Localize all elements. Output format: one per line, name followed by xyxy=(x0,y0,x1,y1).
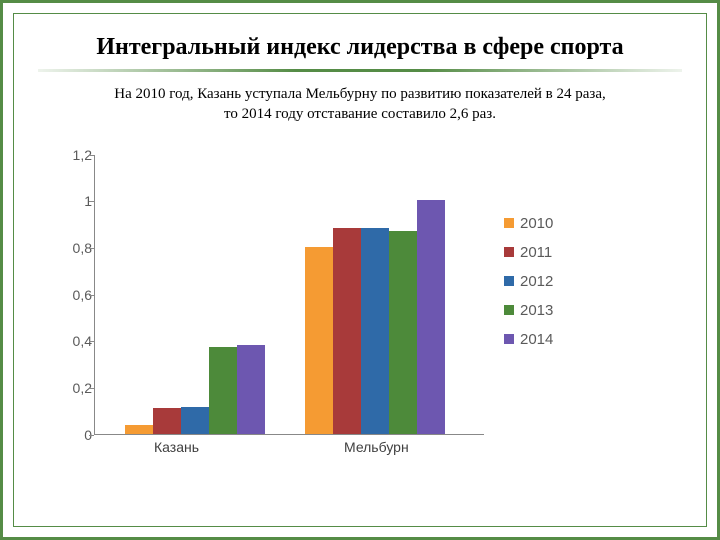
y-tick-label: 1,2 xyxy=(54,147,92,163)
y-tick-mark xyxy=(89,388,94,389)
bar xyxy=(333,228,361,433)
chart-legend: 2010 2011 2012 2013 2014 xyxy=(504,215,553,348)
bar xyxy=(125,425,153,433)
slide-title: Интегральный индекс лидерства в сфере сп… xyxy=(34,34,686,61)
legend-swatch xyxy=(504,276,514,286)
legend-label: 2013 xyxy=(520,302,553,319)
legend-label: 2011 xyxy=(520,244,552,261)
legend-label: 2010 xyxy=(520,215,553,232)
bar xyxy=(305,247,333,434)
chart-plot xyxy=(94,155,484,435)
legend-item: 2011 xyxy=(504,244,553,261)
bar xyxy=(389,231,417,434)
legend-label: 2014 xyxy=(520,331,553,348)
subtitle-line-1: На 2010 год, Казань уступала Мельбурну п… xyxy=(114,86,605,102)
y-tick-mark xyxy=(89,201,94,202)
y-tick-label: 0 xyxy=(54,427,92,443)
x-axis-label: Казань xyxy=(154,439,199,455)
subtitle-line-2: то 2014 году отставание составило 2,6 ра… xyxy=(224,106,496,122)
legend-swatch xyxy=(504,305,514,315)
y-tick-label: 0,4 xyxy=(54,333,92,349)
bar-group xyxy=(305,200,445,433)
legend-swatch xyxy=(504,218,514,228)
y-tick-mark xyxy=(89,155,94,156)
y-tick-label: 1 xyxy=(54,193,92,209)
bar xyxy=(209,347,237,433)
x-axis-label: Мельбурн xyxy=(344,439,409,455)
chart-container: 0 0,2 0,4 0,6 0,8 1 1,2 Казань Мельбурн 2010 2011… xyxy=(34,145,686,475)
y-tick-mark xyxy=(89,435,94,436)
bar xyxy=(153,408,181,434)
legend-item: 2013 xyxy=(504,302,553,319)
y-tick-label: 0,8 xyxy=(54,240,92,256)
legend-item: 2014 xyxy=(504,331,553,348)
inner-frame: Интегральный индекс лидерства в сфере сп… xyxy=(13,13,707,527)
legend-swatch xyxy=(504,247,514,257)
legend-swatch xyxy=(504,334,514,344)
y-tick-mark xyxy=(89,341,94,342)
bar xyxy=(361,228,389,433)
bar xyxy=(417,200,445,433)
slide-subtitle: На 2010 год, Казань уступала Мельбурну п… xyxy=(34,84,686,125)
legend-item: 2010 xyxy=(504,215,553,232)
y-tick-label: 0,2 xyxy=(54,380,92,396)
bar xyxy=(181,407,209,434)
y-tick-mark xyxy=(89,295,94,296)
legend-item: 2012 xyxy=(504,273,553,290)
bar-group xyxy=(125,345,265,434)
bar xyxy=(237,345,265,434)
slide-frame: Интегральный индекс лидерства в сфере сп… xyxy=(0,0,720,540)
chart-area: 0 0,2 0,4 0,6 0,8 1 1,2 Казань Мельбурн xyxy=(54,145,494,475)
title-underline xyxy=(38,69,682,72)
y-tick-label: 0,6 xyxy=(54,287,92,303)
y-tick-mark xyxy=(89,248,94,249)
legend-label: 2012 xyxy=(520,273,553,290)
